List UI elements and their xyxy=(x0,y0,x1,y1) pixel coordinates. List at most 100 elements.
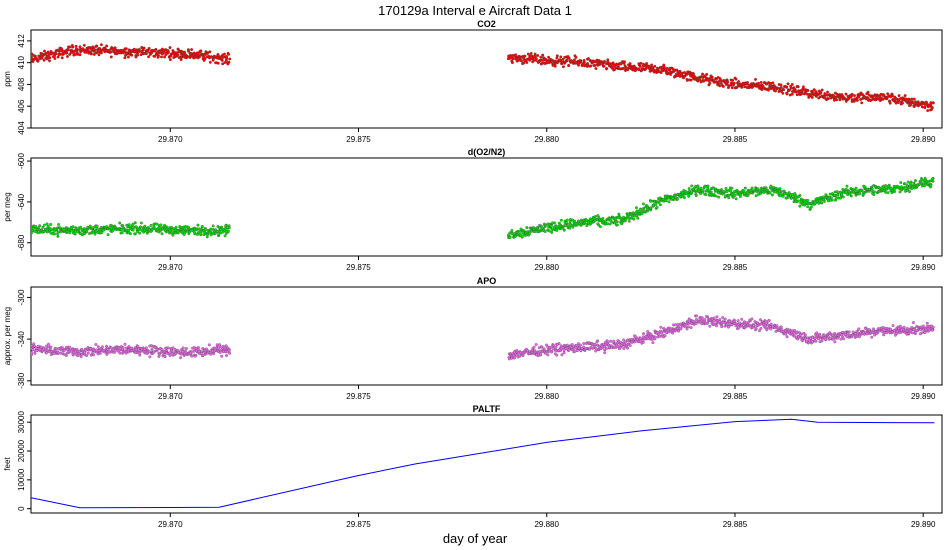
data-point xyxy=(780,189,784,193)
data-point xyxy=(774,89,777,93)
data-point xyxy=(622,347,626,350)
data-point xyxy=(875,93,879,97)
data-point xyxy=(144,346,148,350)
data-point xyxy=(712,80,716,84)
data-point xyxy=(559,218,563,222)
data-point xyxy=(642,208,646,211)
data-point xyxy=(645,62,649,65)
data-point xyxy=(567,56,571,60)
data-point xyxy=(628,344,632,347)
data-point xyxy=(211,224,215,228)
data-point xyxy=(769,322,773,326)
data-point xyxy=(664,199,668,203)
data-point xyxy=(32,342,36,346)
data-point xyxy=(510,229,514,232)
data-point xyxy=(784,332,788,336)
data-point xyxy=(113,350,117,354)
data-point xyxy=(199,232,203,236)
data-point xyxy=(539,352,543,356)
data-point xyxy=(854,186,858,190)
data-point xyxy=(695,314,699,318)
panel-frame xyxy=(30,157,943,257)
data-point xyxy=(727,193,731,197)
data-point xyxy=(673,323,677,327)
data-point xyxy=(892,328,896,332)
data-point xyxy=(615,223,619,227)
data-point xyxy=(730,186,734,190)
data-point xyxy=(93,232,97,236)
data-point xyxy=(746,81,749,84)
data-point xyxy=(931,179,935,183)
data-point xyxy=(53,54,57,58)
data-point xyxy=(899,181,903,184)
data-point xyxy=(196,223,200,227)
data-point xyxy=(708,81,712,85)
data-point xyxy=(929,183,933,187)
data-point xyxy=(650,63,654,67)
data-point xyxy=(726,80,730,84)
data-point xyxy=(525,226,529,230)
data-point xyxy=(525,61,529,64)
panel-title: d(O2/N2) xyxy=(468,147,506,157)
data-point xyxy=(560,353,564,357)
data-point xyxy=(919,328,923,331)
data-point xyxy=(920,105,924,109)
data-point xyxy=(639,61,643,65)
data-point xyxy=(110,45,114,49)
data-point xyxy=(689,78,693,82)
data-point xyxy=(150,344,153,348)
data-point xyxy=(61,49,65,53)
data-point xyxy=(715,315,719,319)
data-point xyxy=(190,48,194,51)
data-point xyxy=(227,349,231,353)
data-point xyxy=(102,349,106,352)
data-point xyxy=(706,184,710,188)
data-point xyxy=(849,194,853,198)
data-point xyxy=(793,329,796,332)
data-point xyxy=(160,232,164,236)
data-point xyxy=(523,54,527,58)
data-point xyxy=(224,58,228,62)
panel-title: APO xyxy=(477,276,497,286)
data-point xyxy=(715,324,719,328)
data-point xyxy=(700,316,704,320)
y-tick-label: -640 xyxy=(17,193,26,210)
data-point xyxy=(923,105,927,109)
data-point xyxy=(42,347,45,351)
data-point xyxy=(617,212,621,216)
data-point xyxy=(604,347,608,350)
data-point xyxy=(750,317,754,321)
data-point xyxy=(564,221,568,225)
data-point xyxy=(557,342,561,345)
data-point xyxy=(858,192,862,196)
data-point xyxy=(510,232,514,236)
data-point xyxy=(712,316,716,320)
y-tick-label: -680 xyxy=(17,234,26,251)
x-tick-label: 29.875 xyxy=(346,135,371,144)
data-point xyxy=(136,53,140,57)
data-point xyxy=(727,196,731,200)
data-point xyxy=(225,55,229,58)
x-tick-label: 29.890 xyxy=(911,392,936,401)
data-point xyxy=(139,221,143,225)
data-point xyxy=(85,229,89,233)
data-point xyxy=(147,46,151,50)
data-point xyxy=(850,92,854,96)
data-point xyxy=(754,194,758,198)
data-point xyxy=(574,55,578,59)
data-point xyxy=(577,219,581,223)
data-point xyxy=(779,86,783,89)
data-point xyxy=(641,335,645,339)
data-point xyxy=(218,351,222,354)
x-tick-label: 29.875 xyxy=(346,392,371,401)
data-point xyxy=(752,324,756,328)
x-tick-label: 29.870 xyxy=(158,392,183,401)
data-point xyxy=(706,321,710,325)
data-point xyxy=(750,186,754,190)
data-point xyxy=(510,356,514,360)
data-point xyxy=(130,346,134,350)
data-point xyxy=(621,67,625,71)
data-point xyxy=(200,224,204,228)
data-point xyxy=(886,184,890,188)
data-point xyxy=(175,51,179,55)
